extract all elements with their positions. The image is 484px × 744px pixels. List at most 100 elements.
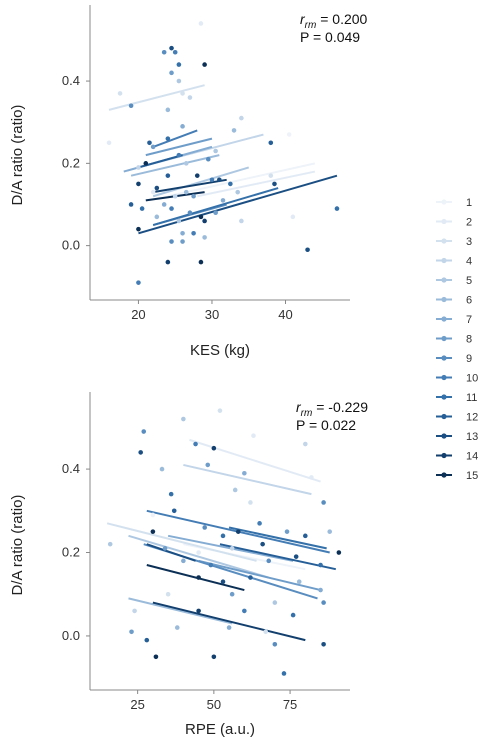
kes-point-10 <box>187 95 193 100</box>
kes-point-37 <box>198 214 204 220</box>
legend-marker-13 <box>441 433 447 439</box>
kes-point-58 <box>180 91 185 96</box>
kes-point-49 <box>272 181 277 187</box>
rpe-stat-r-value: = -0.229 <box>312 399 368 415</box>
kes-fit-line-2 <box>197 170 316 198</box>
rpe-y-ticks: 0.0 0.2 0.4 <box>62 461 90 643</box>
rpe-point-47 <box>226 625 232 630</box>
rpe-stat-p: P = 0.022 <box>296 417 356 433</box>
rpe-point-21 <box>303 533 308 539</box>
rpe-point-18 <box>220 533 226 539</box>
rpe-point-44 <box>242 608 247 614</box>
rpe-point-37 <box>318 587 323 593</box>
rpe-y-axis-label: D/A ratio (ratio) <box>9 495 26 596</box>
legend-label-2: 2 <box>466 217 472 229</box>
kes-fit-line-8 <box>145 137 213 157</box>
kes-stat-p: P = 0.049 <box>300 29 360 45</box>
rpe-y-tick-label-2: 0.4 <box>62 461 80 476</box>
kes-point-27 <box>268 140 274 146</box>
kes-point-52 <box>165 259 171 265</box>
kes-point-32 <box>128 202 134 207</box>
legend-label-15: 15 <box>466 470 478 482</box>
kes-y-axis-label: D/A ratio (ratio) <box>9 105 26 206</box>
rpe-point-25 <box>229 546 235 551</box>
kes-point-40 <box>154 214 160 220</box>
legend-marker-9 <box>441 355 447 361</box>
kes-point-54 <box>136 280 141 285</box>
kes-point-5 <box>202 62 207 67</box>
legend-marker-15 <box>441 472 447 478</box>
rpe-point-7 <box>303 441 308 447</box>
kes-point-23 <box>194 173 200 178</box>
rpe-fit-line-4 <box>183 463 312 496</box>
legend-label-14: 14 <box>466 451 478 463</box>
rpe-point-20 <box>284 529 290 534</box>
legend-marker-3 <box>441 238 447 244</box>
rpe-point-30 <box>208 562 214 568</box>
rpe-point-58 <box>150 512 156 518</box>
legend-label-3: 3 <box>466 236 472 248</box>
kes-point-50 <box>305 247 310 253</box>
kes-point-16 <box>150 144 156 150</box>
rpe-point-55 <box>321 641 326 647</box>
rpe-point-1 <box>217 408 223 413</box>
rpe-point-41 <box>321 600 326 605</box>
kes-point-17 <box>176 152 182 158</box>
rpe-x-tick-label-2: 75 <box>283 697 297 712</box>
kes-fit-line-1 <box>167 162 316 198</box>
legend-label-7: 7 <box>466 314 472 326</box>
kes-point-30 <box>183 189 189 195</box>
rpe-y-tick-label-0: 0.0 <box>62 628 80 643</box>
kes-point-29 <box>154 185 160 191</box>
rpe-fit-line-12 <box>219 543 337 571</box>
rpe-point-42 <box>132 608 137 614</box>
rpe-point-5 <box>138 450 143 455</box>
rpe-fit-line-14 <box>152 601 306 642</box>
rpe-point-31 <box>266 558 272 564</box>
rpe-fit-line-15 <box>146 564 245 592</box>
kes-stat-r-value: = 0.200 <box>316 11 367 27</box>
rpe-point-11 <box>321 500 326 505</box>
kes-point-18 <box>183 161 189 166</box>
kes-x-tick-label-1: 30 <box>205 307 219 322</box>
kes-point-25 <box>228 181 233 187</box>
rpe-point-40 <box>272 600 278 605</box>
kes-y-tick-label-2: 0.4 <box>62 73 80 88</box>
legend-marker-5 <box>441 277 447 283</box>
kes-point-33 <box>139 206 145 211</box>
kes-point-47 <box>202 235 207 240</box>
legend-label-8: 8 <box>466 334 472 346</box>
kes-point-2 <box>169 45 174 51</box>
rpe-point-32 <box>318 562 323 568</box>
panel-kes: 20 30 40 0.0 0.2 0.4 KES (kg) D/A ratio (rat… <box>9 5 368 359</box>
kes-x-tick-label-0: 20 <box>131 307 145 322</box>
kes-point-65 <box>172 193 178 199</box>
legend-label-4: 4 <box>466 256 472 268</box>
rpe-point-46 <box>174 625 180 630</box>
kes-y-tick-label-0: 0.0 <box>62 238 80 253</box>
rpe-point-8 <box>159 466 165 472</box>
rpe-point-27 <box>293 554 299 559</box>
rpe-x-axis-label: RPE (a.u.) <box>185 721 255 738</box>
rpe-point-15 <box>257 521 262 526</box>
kes-point-15 <box>231 128 237 133</box>
rpe-point-38 <box>165 591 171 597</box>
rpe-y-tick-label-1: 0.2 <box>62 545 80 560</box>
kes-point-64 <box>209 177 215 183</box>
legend-label-13: 13 <box>466 431 478 443</box>
rpe-point-28 <box>336 550 342 555</box>
rpe-point-17 <box>202 525 208 530</box>
legend-label-1: 1 <box>466 197 472 209</box>
kes-x-tick-label-2: 40 <box>278 307 292 322</box>
rpe-fit-line-2 <box>189 438 321 483</box>
rpe-point-33 <box>196 575 201 580</box>
rpe-stat-r: rrm = -0.229 <box>296 399 368 419</box>
kes-point-36 <box>187 210 193 216</box>
rpe-point-50 <box>144 637 150 643</box>
kes-stat-r-symbol: r <box>300 11 306 27</box>
rpe-point-45 <box>290 612 296 618</box>
kes-point-53 <box>198 259 204 265</box>
legend-label-12: 12 <box>466 412 478 424</box>
rpe-point-22 <box>327 529 333 534</box>
